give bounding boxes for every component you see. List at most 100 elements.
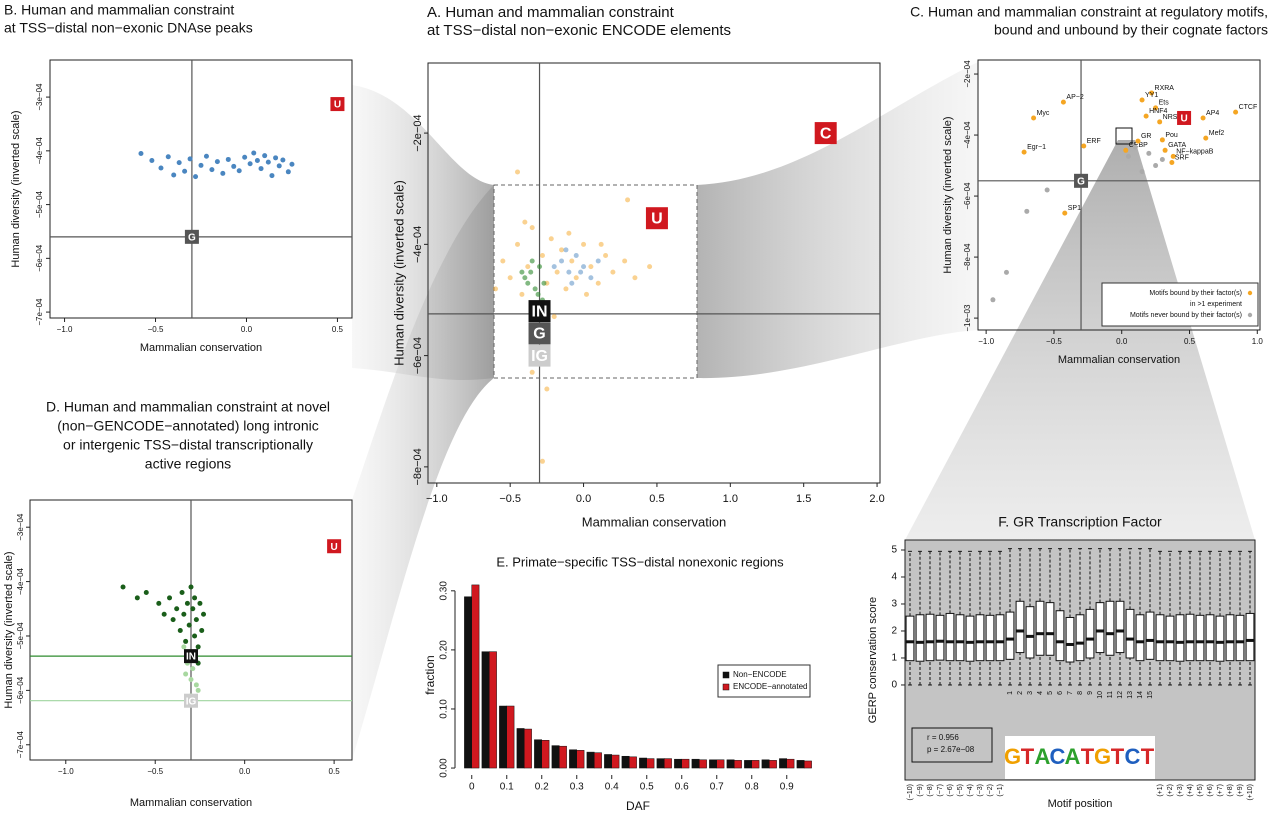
marker-box: [528, 322, 551, 345]
bar: [594, 752, 602, 769]
legend-box: [1101, 282, 1259, 327]
x-tick-label: 12: [1117, 691, 1124, 699]
point-label: Egr−1: [1027, 144, 1046, 151]
x-tick-label: (+9): [1237, 784, 1244, 797]
marker-label: IN: [532, 303, 548, 320]
x-tick-label: (+10): [1247, 784, 1254, 801]
box: [925, 613, 935, 662]
point: [583, 291, 589, 297]
point: [276, 163, 282, 169]
box: [975, 614, 985, 662]
point: [262, 153, 268, 159]
marker-box: [528, 300, 551, 323]
point: [532, 286, 538, 292]
point-label: GATA: [1168, 142, 1186, 149]
point: [507, 275, 513, 281]
point: [186, 622, 192, 628]
logo-letter: T: [1081, 744, 1095, 769]
x-tick-label: (−8): [927, 784, 934, 797]
x-tick-label: (+4): [1187, 784, 1194, 797]
box: [1205, 614, 1215, 662]
point: [581, 241, 587, 247]
point: [573, 275, 579, 281]
x-tick-label: (+8): [1227, 784, 1234, 797]
legend-label: Motifs bound by their factor(s): [1149, 290, 1242, 297]
marker-box: [528, 344, 551, 367]
x-tick-label: 9: [1087, 691, 1094, 695]
marker-box: [1177, 110, 1192, 125]
point: [1125, 153, 1131, 159]
y-axis-label: Human diversity (inverted scale): [391, 180, 406, 366]
point: [1153, 163, 1159, 169]
marker-label: G: [1077, 176, 1085, 187]
point: [258, 166, 264, 172]
point: [539, 252, 545, 258]
logo-letter: T: [1141, 744, 1155, 769]
x-tick-label: 0.0: [241, 325, 253, 334]
bar: [506, 705, 515, 769]
point: [225, 156, 231, 162]
y-tick-label: −5e−04: [16, 622, 25, 650]
box: [1125, 608, 1135, 659]
marker-label: U: [334, 100, 341, 111]
point: [1024, 208, 1030, 214]
box: [985, 614, 995, 662]
point: [1031, 115, 1037, 121]
point: [647, 264, 653, 270]
chart-title: (non−GENCODE−annotated) long intronic: [57, 418, 318, 434]
box: [1005, 611, 1015, 660]
point-label: NRSF: [1163, 114, 1182, 121]
point-label: SRF: [1175, 154, 1189, 161]
point: [143, 589, 149, 595]
point: [251, 150, 257, 156]
x-tick-label: 15: [1147, 691, 1154, 699]
x-tick-label: −1.0: [57, 325, 73, 334]
point: [563, 286, 569, 292]
bar: [674, 758, 683, 769]
logo-letter: G: [1094, 744, 1111, 769]
point: [161, 611, 167, 617]
point: [1233, 109, 1239, 115]
point: [632, 275, 638, 281]
point: [595, 280, 601, 286]
x-tick-label: (−5): [957, 784, 964, 797]
marker-box: [1074, 173, 1089, 188]
point-label: NF−kappaB: [1176, 148, 1213, 155]
annotation: r = 0.956: [927, 733, 959, 742]
y-tick-label: 3: [891, 599, 897, 610]
legend-label: Motifs never bound by their factor(s): [1130, 312, 1242, 319]
point: [1139, 169, 1145, 175]
point: [182, 168, 188, 174]
point: [149, 158, 155, 164]
chart-title: bound and unbound by their cognate facto…: [994, 22, 1268, 38]
x-tick-label: (−9): [917, 784, 924, 797]
x-tick-label: 0.7: [710, 782, 724, 793]
point-label: CTCF: [1239, 104, 1258, 111]
point: [1169, 160, 1175, 166]
marker-label: G: [188, 232, 196, 243]
bar: [761, 759, 770, 769]
x-axis-label: Mammalian conservation: [140, 342, 262, 354]
y-tick-label: −4e−04: [35, 137, 44, 165]
bar: [524, 728, 532, 769]
point: [280, 157, 286, 163]
point: [195, 687, 201, 693]
y-axis-label: fraction: [423, 655, 437, 694]
bar: [569, 749, 578, 769]
y-tick-label: 0.00: [439, 758, 450, 778]
point: [522, 219, 528, 225]
y-tick-label: 0.30: [439, 581, 450, 601]
y-tick-label: 5: [891, 545, 897, 556]
y-tick-label: 4: [891, 572, 897, 583]
point: [203, 153, 209, 159]
logo-letter: A: [1065, 744, 1081, 769]
box: [1045, 602, 1055, 656]
x-tick-label: (−2): [987, 784, 994, 797]
point: [176, 160, 182, 166]
point: [269, 173, 275, 179]
point: [220, 170, 226, 176]
x-tick-label: 1: [1007, 691, 1014, 695]
point: [181, 611, 187, 617]
box: [1015, 600, 1025, 654]
point: [193, 174, 199, 180]
